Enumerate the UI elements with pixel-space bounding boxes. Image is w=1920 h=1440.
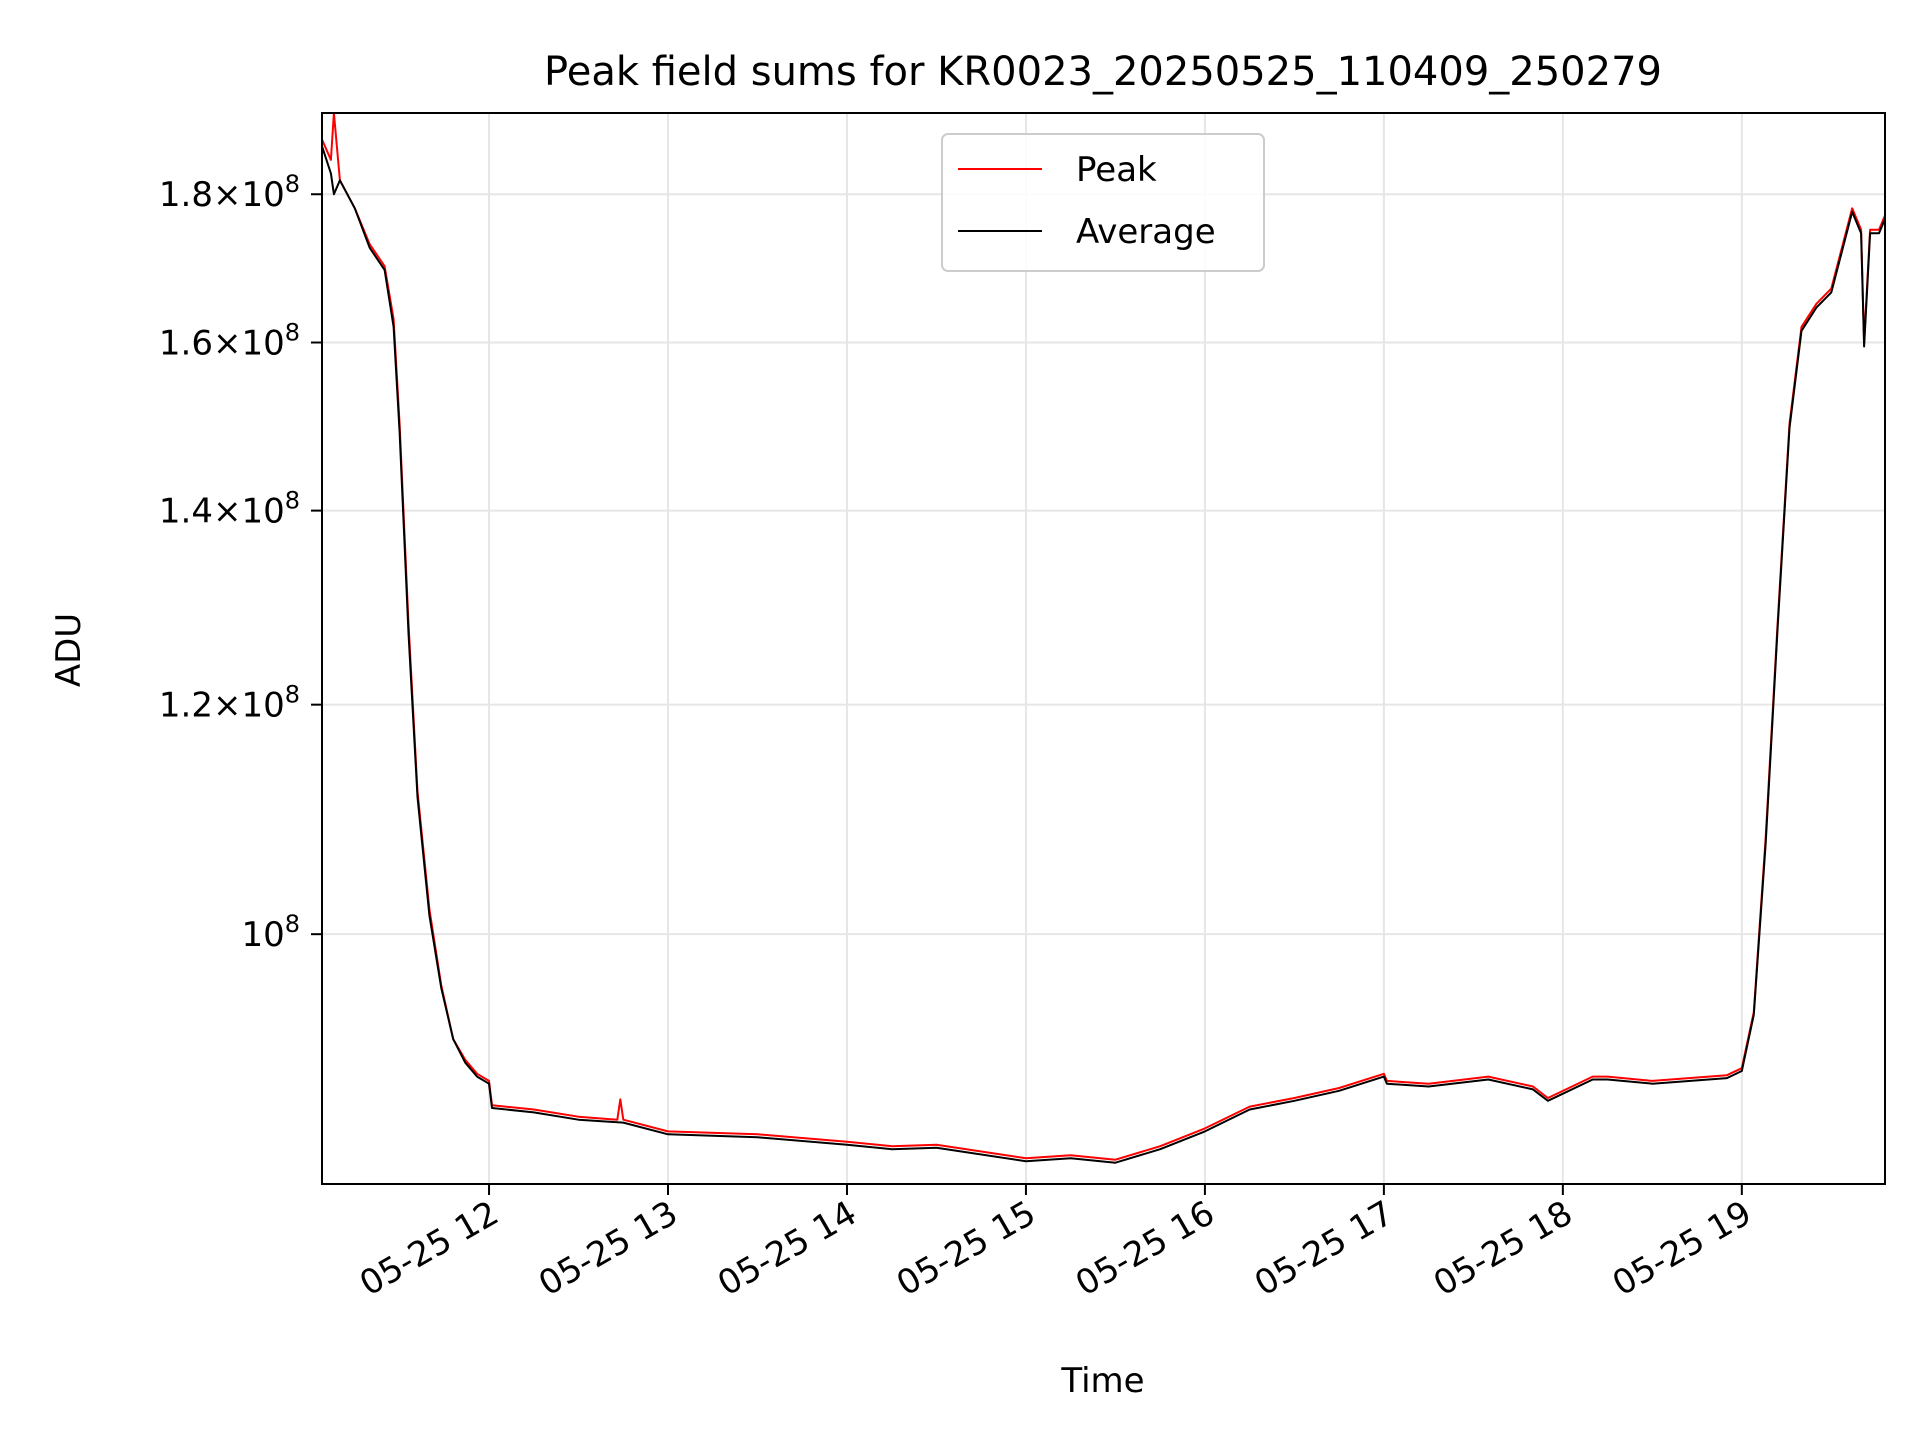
series-lines [321, 112, 1886, 1164]
y-axis-ticks: 108 1.2×108 1.4×108 1.6×108 1.8×108 [159, 170, 322, 955]
plot-frame [321, 112, 1886, 1185]
y-tick-label: 1.8×108 [159, 170, 300, 215]
series-line-average [321, 145, 1886, 1164]
legend-label-peak: Peak [1076, 150, 1157, 190]
grid [322, 113, 1885, 1184]
y-tick-label: 108 [241, 910, 300, 955]
y-tick-label: 1.4×108 [159, 487, 300, 532]
y-tick-label: 1.2×108 [159, 681, 300, 726]
legend: Peak Average [941, 133, 1265, 272]
y-tick-label: 1.6×108 [159, 319, 300, 364]
chart-title: Peak field sums for KR0023_20250525_1104… [544, 49, 1662, 95]
legend-label-average: Average [1076, 212, 1216, 252]
y-axis-label: ADU [49, 613, 89, 687]
x-axis-label: Time [1060, 1361, 1144, 1401]
